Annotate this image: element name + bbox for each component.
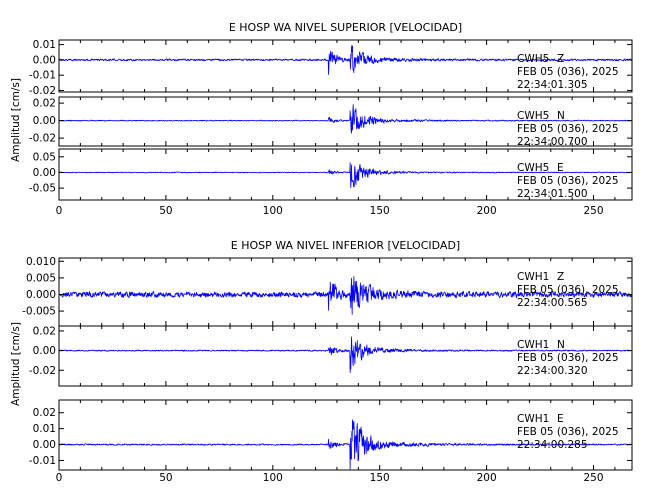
y-tick-label: 0.00	[33, 115, 56, 127]
y-tick-label: 0.00	[33, 439, 56, 451]
seismic-trace	[58, 336, 633, 374]
x-tick-label: 50	[159, 205, 172, 217]
date-label: FEB 05 (036), 2025	[517, 426, 619, 438]
y-axis-label: Amplitud [cm/s]	[10, 78, 22, 162]
date-label: FEB 05 (036), 2025	[517, 123, 619, 135]
date-label: FEB 05 (036), 2025	[517, 175, 619, 187]
x-tick-label: 50	[159, 472, 172, 484]
x-tick-label: 250	[583, 205, 603, 217]
time-label: 22:34:01.500	[517, 188, 588, 200]
y-tick-label: 0.05	[33, 151, 56, 163]
seismogram-group-2: E HOSP WA NIVEL INFERIOR [VELOCIDAD] Ampl…	[10, 239, 633, 484]
time-label: 22:34:00.285	[517, 439, 588, 451]
station-label: CWH1	[517, 271, 549, 283]
seismic-trace	[58, 45, 633, 75]
panel-frame	[58, 399, 633, 471]
station-label: CWH5	[517, 53, 549, 65]
x-tick-label: 150	[370, 472, 390, 484]
y-tick-label: 0.005	[26, 272, 56, 284]
chart-title: E HOSP WA NIVEL INFERIOR [VELOCIDAD]	[231, 239, 460, 252]
chart-title: E HOSP WA NIVEL SUPERIOR [VELOCIDAD]	[229, 21, 462, 34]
y-tick-label: -0.02	[29, 133, 56, 145]
seismic-trace	[58, 162, 633, 189]
time-label: 22:34:00.320	[517, 365, 588, 377]
y-tick-label: -0.01	[29, 455, 56, 467]
y-tick-label: 0.00	[33, 54, 56, 66]
y-tick-label: -0.05	[29, 183, 56, 195]
x-tick-label: 200	[477, 205, 497, 217]
y-tick-label: -0.01	[29, 70, 56, 82]
station-label: CWH5	[517, 110, 549, 122]
component-label: N	[557, 339, 565, 351]
time-label: 22:34:00.565	[517, 297, 588, 309]
component-label: E	[557, 162, 564, 174]
y-tick-label: -0.02	[29, 85, 56, 97]
component-label: Z	[557, 271, 564, 283]
component-label: Z	[557, 53, 564, 65]
x-tick-label: 0	[56, 472, 63, 484]
x-tick-label: 150	[370, 205, 390, 217]
seismogram-group-1: E HOSP WA NIVEL SUPERIOR [VELOCIDAD] Ampl…	[10, 21, 633, 217]
seismic-trace	[58, 276, 633, 315]
y-tick-label: 0.02	[33, 407, 56, 419]
component-label: E	[557, 413, 564, 425]
time-label: 22:34:01.305	[517, 79, 588, 91]
y-axis-label: Amplitud [cm/s]	[10, 322, 22, 406]
x-tick-label: 100	[263, 205, 283, 217]
station-label: CWH1	[517, 413, 549, 425]
seismic-trace	[58, 419, 633, 470]
station-label: CWH5	[517, 162, 549, 174]
y-tick-label: -0.005	[22, 306, 56, 318]
panel-frame	[58, 39, 633, 93]
x-tick-label: 250	[583, 472, 603, 484]
seismic-trace	[58, 104, 633, 134]
x-tick-label: 100	[263, 472, 283, 484]
x-tick-label: 200	[477, 472, 497, 484]
x-tick-label: 0	[56, 205, 63, 217]
y-tick-label: 0.00	[33, 345, 56, 357]
y-tick-label: 0.02	[33, 98, 56, 110]
y-tick-label: 0.000	[26, 289, 56, 301]
panel-frame	[58, 325, 633, 387]
date-label: FEB 05 (036), 2025	[517, 66, 619, 78]
y-tick-label: 0.01	[33, 39, 56, 51]
time-label: 22:34:00.700	[517, 136, 588, 148]
y-tick-label: 0.010	[26, 256, 56, 268]
component-label: N	[557, 110, 565, 122]
y-tick-label: 0.01	[33, 423, 56, 435]
date-label: FEB 05 (036), 2025	[517, 284, 619, 296]
date-label: FEB 05 (036), 2025	[517, 352, 619, 364]
y-tick-label: -0.02	[29, 365, 56, 377]
panel-frame	[58, 96, 633, 147]
panel-frame	[58, 148, 633, 201]
y-tick-label: 0.00	[33, 167, 56, 179]
y-tick-label: 0.02	[33, 325, 56, 337]
station-label: CWH1	[517, 339, 549, 351]
